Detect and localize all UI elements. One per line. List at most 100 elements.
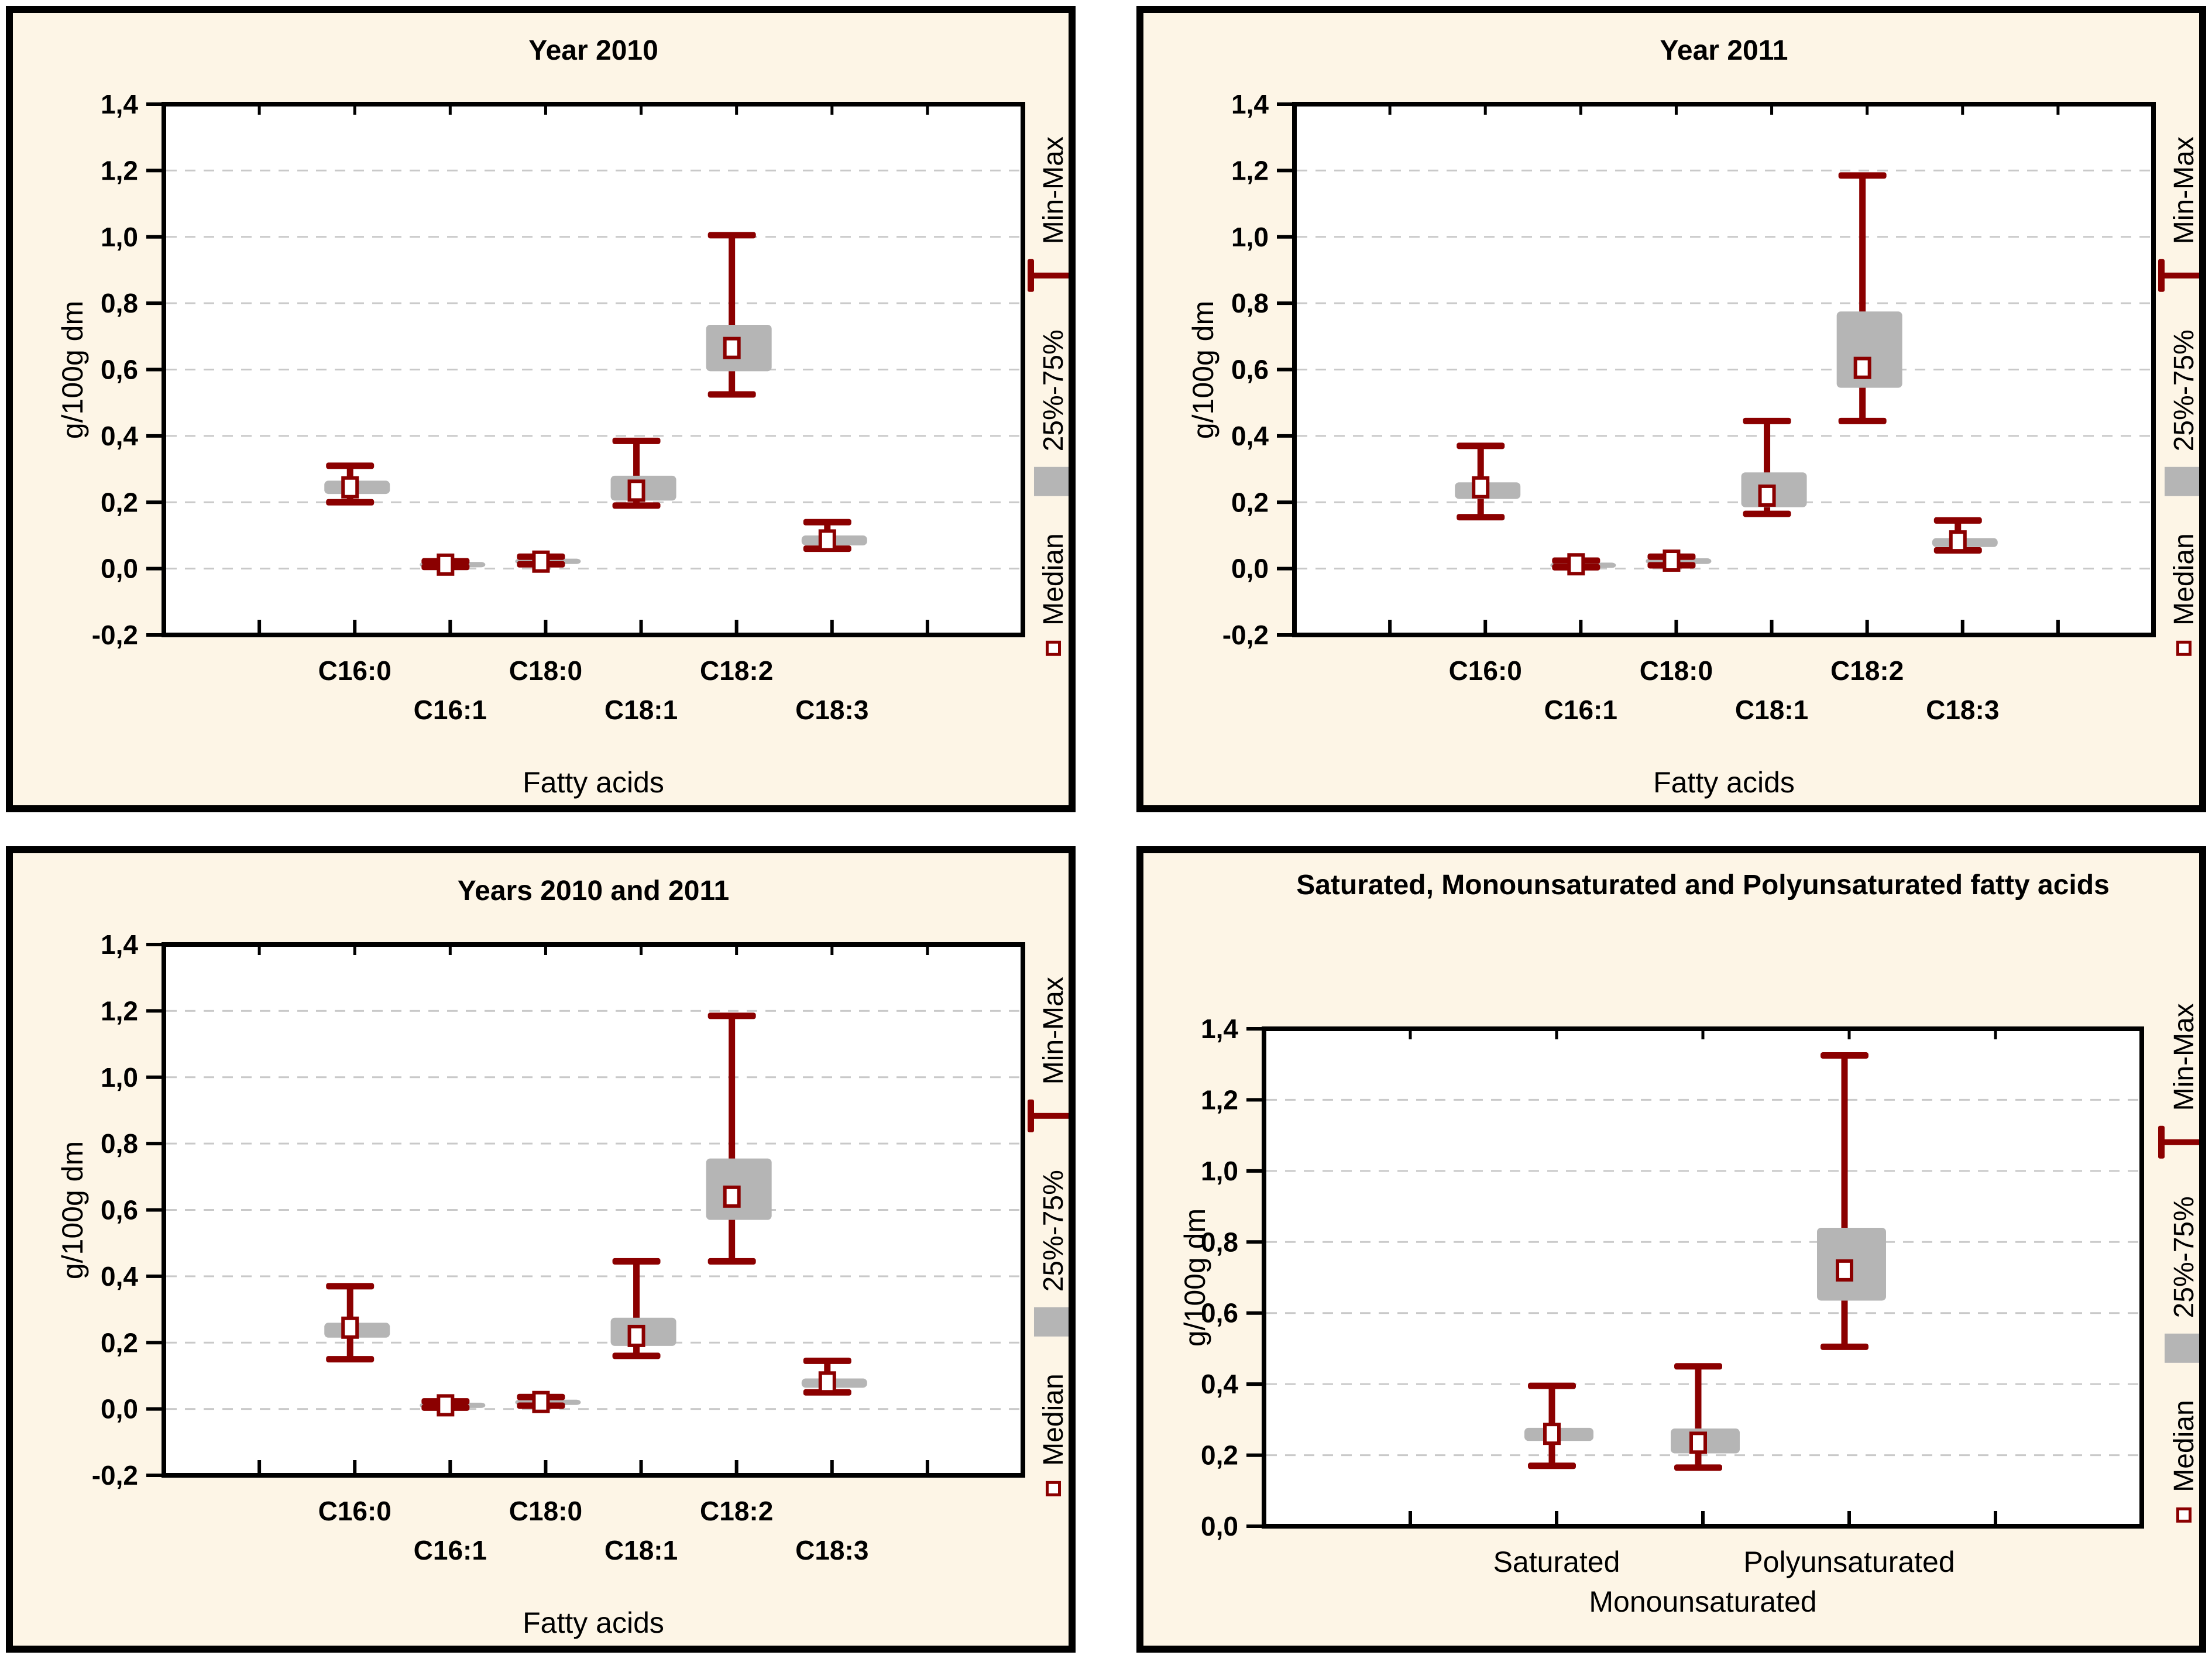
y-axis-title: g/100g dm: [56, 300, 89, 439]
max-cap: [707, 232, 756, 239]
quartile-box-icon: [1034, 466, 1069, 496]
min-cap: [1821, 1343, 1868, 1350]
y-tick-label: 1,4: [1231, 89, 1269, 119]
category-label: C18:3: [795, 695, 868, 725]
category-label: C18:1: [604, 695, 678, 725]
y-tick-label: 0,8: [1201, 1227, 1238, 1257]
category-label: C18:0: [509, 1496, 582, 1526]
plot-border: [162, 102, 1025, 637]
max-cap: [1933, 517, 1982, 524]
category-label: C16:0: [318, 655, 391, 686]
max-cap: [326, 1283, 375, 1290]
category-label: C18:3: [1926, 695, 1999, 725]
category-label: C16:0: [318, 1496, 391, 1526]
category-label: Saturated: [1493, 1546, 1620, 1578]
y-tick-label: 1,0: [101, 1062, 138, 1093]
median-marker: [1853, 356, 1871, 379]
legend-label-median: Median: [2168, 1400, 2200, 1492]
plot-area: -0,2 0,0 0,2 0,4 0,6 0,8 1,0 1,2 1,4 C16:0 C16:1 C1…: [1222, 89, 2156, 725]
plot-background: [164, 104, 1023, 635]
y-tick-label: 1,2: [1201, 1084, 1238, 1115]
min-cap: [612, 502, 661, 509]
y-tick-label: 1,4: [101, 929, 138, 960]
y-tick-label: 1,0: [1231, 222, 1269, 252]
category-label: C18:2: [1830, 655, 1904, 686]
category-label: C18:3: [795, 1535, 868, 1565]
median-marker: [341, 1316, 359, 1339]
y-tick-label: 0,8: [1231, 288, 1269, 318]
y-tick-label: -0,2: [92, 1460, 138, 1491]
y-tick-label: 1,0: [101, 222, 138, 252]
y-tick-label: 0,4: [1201, 1369, 1238, 1399]
median-marker: [627, 479, 645, 502]
category-label: C18:1: [1735, 695, 1808, 725]
category-label: C16:1: [1544, 695, 1617, 725]
max-cap: [1821, 1052, 1868, 1059]
chart-panel-year-2011: -0,2 0,0 0,2 0,4 0,6 0,8 1,0 1,2 1,4 C16:0 C16:1 C1…: [1136, 6, 2206, 812]
x-axis-title: Fatty acids: [523, 766, 664, 799]
median-marker-icon: [2176, 640, 2192, 656]
y-tick-label: 1,2: [1231, 155, 1269, 186]
category-label: C18:0: [509, 655, 582, 686]
legend-label-box: 25%-75%: [1038, 1170, 1069, 1292]
max-cap: [707, 1012, 756, 1019]
legend-label-box: 25%-75%: [2168, 329, 2200, 452]
min-cap: [326, 499, 375, 506]
chart-title: Year 2010: [528, 35, 658, 66]
y-tick-label: 0,2: [1201, 1440, 1238, 1471]
y-tick-label: -0,2: [1222, 620, 1269, 650]
category-label: C18:0: [1640, 655, 1713, 686]
min-cap: [1838, 417, 1887, 424]
legend-label-minmax: Min-Max: [2168, 136, 2200, 245]
legend-label-median: Median: [1038, 1373, 1069, 1466]
y-tick-label: 0,4: [101, 421, 138, 451]
plot-area: -0,2 0,0 0,2 0,4 0,6 0,8 1,0 1,2 1,4 C16:0 C16:1 C1…: [92, 89, 1025, 725]
quartile-box: [1836, 311, 1902, 388]
median-marker: [627, 1324, 645, 1347]
median-marker: [1758, 484, 1776, 507]
legend-label-minmax: Min-Max: [1038, 977, 1069, 1085]
median-marker: [437, 1394, 455, 1417]
category-label: C18:2: [700, 1496, 773, 1526]
legend-label-minmax: Min-Max: [2168, 1003, 2200, 1111]
median-marker-icon: [2176, 1507, 2192, 1523]
y-tick-label: 0,0: [101, 1394, 138, 1424]
legend: Median 25%-75% Min-Max: [1028, 977, 1069, 1496]
max-cap: [803, 518, 851, 526]
min-cap: [326, 1356, 375, 1363]
median-marker: [1836, 1259, 1853, 1282]
median-marker: [1663, 550, 1681, 572]
max-cap: [1743, 417, 1791, 424]
min-cap: [1528, 1462, 1576, 1469]
max-cap: [1528, 1382, 1576, 1389]
category-label: C18:2: [700, 655, 773, 686]
max-cap: [1838, 172, 1887, 179]
y-axis-title: g/100g dm: [1179, 1208, 1211, 1347]
quartile-box-icon: [2165, 466, 2199, 496]
median-marker: [532, 550, 550, 573]
y-tick-label: -0,2: [92, 620, 138, 650]
median-marker: [1689, 1431, 1707, 1454]
minmax-whisker-icon: [1028, 259, 1069, 293]
max-cap: [612, 437, 661, 444]
max-cap: [612, 1258, 661, 1265]
median-marker-icon: [1046, 1481, 1061, 1496]
legend-label-box: 25%-75%: [1038, 329, 1069, 452]
median-marker: [1567, 553, 1585, 576]
min-cap: [1743, 510, 1791, 517]
plot-border: [162, 942, 1025, 1478]
y-tick-label: 0,4: [1231, 421, 1269, 451]
y-tick-label: 0,0: [101, 554, 138, 584]
plot-area: -0,2 0,0 0,2 0,4 0,6 0,8 1,0 1,2 1,4 C16:0 C16:1 C1…: [92, 929, 1025, 1565]
chart-title: Years 2010 and 2011: [457, 875, 730, 906]
min-cap: [1457, 514, 1505, 521]
plot-border: [1262, 1026, 2144, 1529]
minmax-whisker-icon: [1028, 1100, 1069, 1133]
x-axis-title: Fatty acids: [1653, 766, 1795, 799]
plot-area: 0,0 0,2 0,4 0,6 0,8 1,0 1,2 1,4 Saturated Monouns…: [1201, 1014, 2144, 1618]
max-cap: [326, 462, 375, 469]
chart-panel-years-2010-2011: -0,2 0,0 0,2 0,4 0,6 0,8 1,0 1,2 1,4 C16:0 C16:1 C1…: [6, 846, 1076, 1653]
x-axis-title: Fatty acids: [523, 1606, 664, 1639]
y-tick-label: 0,2: [101, 1327, 138, 1358]
min-cap: [707, 391, 756, 398]
